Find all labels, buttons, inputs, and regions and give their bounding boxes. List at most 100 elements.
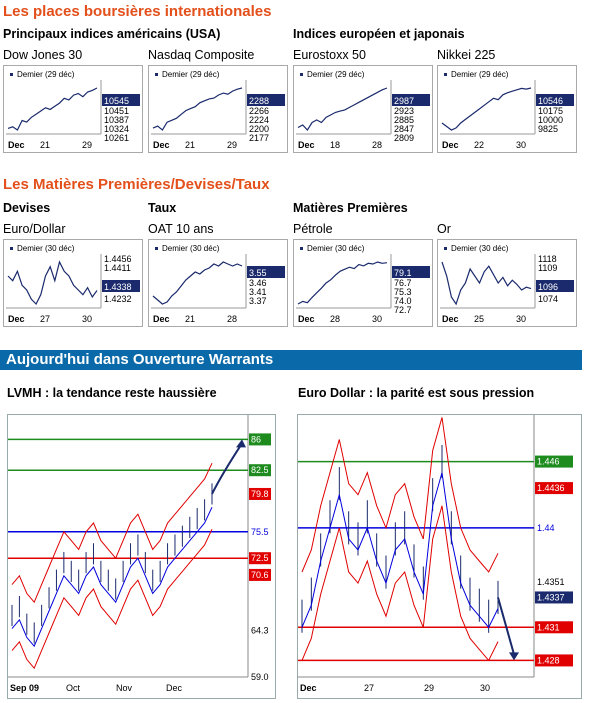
lower-band [11,528,213,670]
x-tick-label: 28 [227,314,237,324]
level-tag [535,521,573,534]
current-value-tag [536,94,574,106]
level-tag [249,568,271,581]
group-europe-japon: Indices européen et japonais [293,27,465,41]
mini-chart[interactable]: Demier (29 déc) 10546 10175 10000 9825 Dec 22 3… [437,65,577,153]
y-tick-label: 1109 [538,263,557,273]
x-tick-label: 30 [480,683,490,693]
mini-chart[interactable]: Demier (30 déc) 79.1 76.7 75.3 74.0 72.7 Dec 28… [293,239,433,327]
moving-average [11,506,213,648]
upper-band [11,462,213,604]
x-tick-label: 30 [372,314,382,324]
level-tag [535,654,573,667]
level-tag [535,591,573,604]
x-tick-label: Dec [166,683,183,693]
x-tick-label: 21 [185,314,195,324]
x-tick-label: Sep 09 [10,683,39,693]
mini-chart[interactable]: Demier (30 déc) 1.4338 1.4456 1.4411 1.4232 D… [3,239,143,327]
level-tag [535,455,573,468]
series-line [297,87,388,131]
mini-chart-svg: Demier (30 déc) 3.553.463.413.37 Dec 21 28 [151,244,285,324]
level-value: 1.428 [537,655,560,665]
level-value: 1.431 [537,622,560,632]
x-tick-label: 30 [82,314,92,324]
x-tick-label: 29 [227,140,237,150]
mini-chart-label[interactable]: Or [437,222,451,236]
x-tick-label: Dec [298,314,315,324]
x-tick-label: 28 [330,314,340,324]
x-tick-label: Dec [153,140,170,150]
current-value: 2288 [249,96,269,106]
mini-legend: Demier (29 déc) [162,70,220,79]
mini-chart[interactable]: Demier (30 déc) 1096 1118 1109 1074 Dec 25 30 [437,239,577,327]
upper-band [301,417,499,573]
level-value: 70.6 [251,570,269,580]
y-tick-label: 1118 [538,254,557,264]
x-tick-label: 21 [40,140,50,150]
mini-chart-label[interactable]: Nikkei 225 [437,48,496,62]
level-tag [535,482,573,495]
mini-legend: Demier (29 déc) [307,70,365,79]
x-tick-label: 30 [516,140,526,150]
y-tick-label: 1.4351 [537,577,565,587]
x-tick-label: 27 [40,314,50,324]
y-tick-label: 1.4456 [104,254,132,264]
legend-marker-icon [444,247,447,250]
y-tick-label: 10000 [538,115,563,125]
series-line [152,261,243,305]
x-tick-label: 22 [474,140,484,150]
mini-chart-label[interactable]: Euro/Dollar [3,222,66,236]
current-value: 1096 [538,282,558,292]
x-tick-label: 21 [185,140,195,150]
mini-chart-label[interactable]: Dow Jones 30 [3,48,83,62]
level-tag [249,433,271,446]
lvmh-chart-svg: 86 82.5 79.8 75.5 72.5 70.6 64.3 59.0 Sep 09 Oct N… [8,415,271,693]
mini-legend: Demier (30 déc) [162,244,220,253]
mini-chart-label[interactable]: Eurostoxx 50 [293,48,366,62]
x-tick-label: Oct [66,683,81,693]
lvmh-title[interactable]: LVMH : la tendance reste haussière [7,386,217,400]
level-value: 75.5 [251,527,269,537]
y-tick-label: 64.3 [251,625,269,635]
mini-chart[interactable]: Demier (30 déc) 3.55 3.46 3.41 3.37 Dec 21 28 [148,239,288,327]
current-value: 2987 [394,96,414,106]
y-tick-label: 2809 [394,133,414,143]
banner-title: Aujourd'hui dans Ouverture Warrants [6,351,274,368]
level-tag [535,621,573,634]
series-line [7,260,98,306]
trend-arrow [497,597,515,655]
eurodollar-chart[interactable]: 1.446 1.4436 1.44 1.4337 1.431 1.428 1.4351 Dec… [297,414,582,699]
x-tick-label: 29 [424,683,434,693]
x-tick-label: Dec [442,140,459,150]
eurodollar-title[interactable]: Euro Dollar : la parité est sous pressio… [298,386,535,400]
level-tag [249,487,271,500]
mini-chart-label[interactable]: Nasdaq Composite [148,48,255,62]
mini-chart-label[interactable]: Pétrole [293,222,333,236]
level-value: 1.4337 [537,592,565,602]
y-tick-label: 3.41 [249,287,267,297]
level-value: 1.4436 [537,483,565,493]
legend-marker-icon [300,73,303,76]
current-value: 10546 [538,96,563,106]
eurodollar-chart-svg: 1.446 1.4436 1.44 1.4337 1.431 1.428 1.4351 Dec… [298,415,573,693]
y-tick-label: 72.7 [394,305,412,315]
x-tick-label: 18 [330,140,340,150]
y-tick-label: 59.0 [251,672,269,682]
lvmh-chart[interactable]: 86 82.5 79.8 75.5 72.5 70.6 64.3 59.0 Sep 09 Oct N… [7,414,276,699]
mini-chart[interactable]: Demier (29 déc) 2987 2923 2885 2847 2809 Dec 18… [293,65,433,153]
mini-chart[interactable]: Demier (29 déc) 10545 10451 10387 10324 10261… [3,65,143,153]
arrow-head-icon [509,652,519,661]
arrow-head-icon [236,439,246,448]
x-tick-label: 30 [516,314,526,324]
mini-chart-label[interactable]: OAT 10 ans [148,222,214,236]
x-tick-label: Dec [8,140,25,150]
x-tick-label: Dec [153,314,170,324]
mini-legend: Demier (30 déc) [451,244,509,253]
current-value-tag [247,94,285,106]
x-tick-label: 25 [474,314,484,324]
current-value: 10545 [104,96,129,106]
current-value: 3.55 [249,268,267,278]
mini-chart[interactable]: Demier (29 déc) 2288 2266 2224 2200 2177 Dec 21… [148,65,288,153]
